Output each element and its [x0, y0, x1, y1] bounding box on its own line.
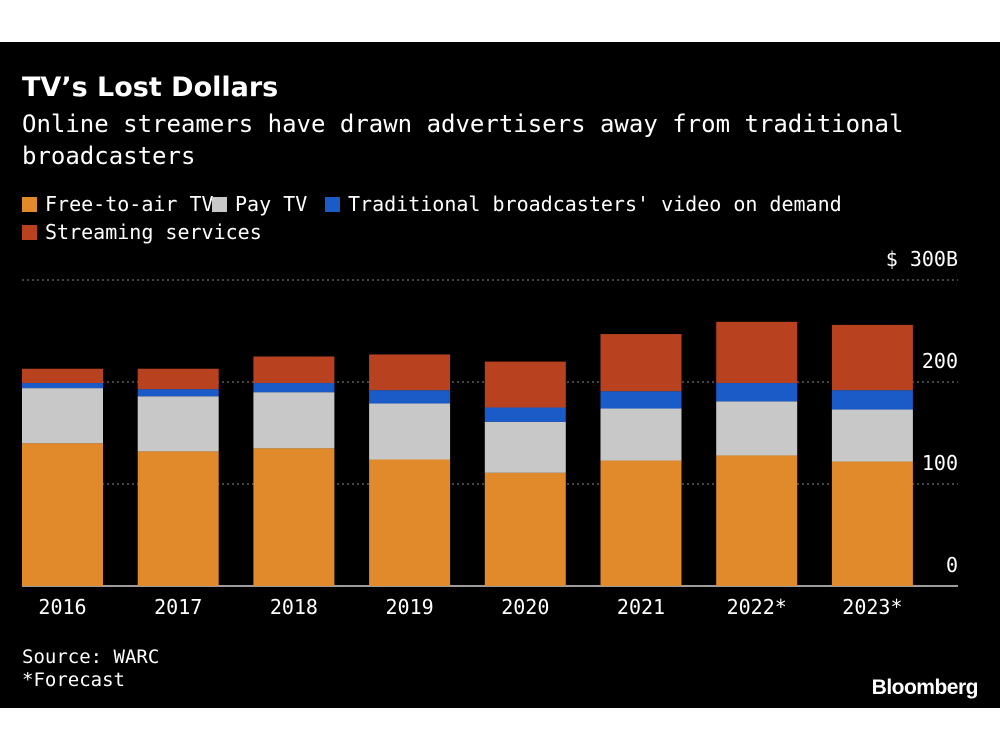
bar-2021-streaming-services: [600, 334, 682, 392]
chart-title: TV’s Lost Dollars: [22, 72, 279, 103]
legend-swatch-streaming-services: [22, 225, 37, 240]
bar-2016-streaming-services: [22, 368, 103, 384]
bar-2016-pay-tv: [22, 388, 103, 444]
bar-2023-streaming-services: [831, 324, 913, 391]
bar-2017-free-to-air-tv: [137, 451, 219, 586]
bars: [22, 321, 913, 586]
legend-item-streaming-services: Streaming services: [22, 220, 262, 244]
bar-2022-streaming-services: [716, 321, 798, 384]
bar-2018-free-to-air-tv: [253, 448, 335, 586]
bar-2020-free-to-air-tv: [484, 472, 566, 586]
bar-2019-pay-tv: [369, 403, 451, 460]
legend-swatch-free-to-air-tv: [22, 197, 37, 212]
bar-2023-free-to-air-tv: [831, 461, 913, 586]
bar-2019-traditional-broadcasters-video-on-demand: [369, 390, 451, 404]
bar-2020-traditional-broadcasters-video-on-demand: [484, 407, 566, 422]
y-tick-label-100: 100: [922, 451, 958, 475]
y-tick-label-200: 200: [922, 349, 958, 373]
bar-2018-traditional-broadcasters-video-on-demand: [253, 383, 335, 393]
bar-2019-streaming-services: [369, 354, 451, 391]
chart-subtitle: Online streamers have drawn advertisers …: [22, 110, 904, 170]
legend-item-broadcasters-vod: Traditional broadcasters' video on deman…: [325, 192, 842, 216]
x-tick-label-2020: 2020: [501, 595, 549, 619]
y-tick-label-300: $ 300B: [886, 247, 958, 271]
source-note: Source: WARC: [22, 646, 160, 668]
bar-2022-traditional-broadcasters-video-on-demand: [716, 383, 798, 402]
x-tick-label-2016: 2016: [38, 595, 86, 619]
legend-swatch-broadcasters-vod: [325, 197, 340, 212]
legend-label-free-to-air-tv: Free-to-air TV: [45, 192, 214, 216]
bar-2022-free-to-air-tv: [716, 455, 798, 586]
legend-item-pay-tv: Pay TV: [212, 192, 307, 216]
bar-2020-streaming-services: [484, 361, 566, 408]
x-tick-label-2018: 2018: [270, 595, 318, 619]
y-axis-ticks: 0 100 200 $ 300B: [886, 247, 958, 577]
bar-2017-pay-tv: [137, 396, 219, 452]
bar-2016-free-to-air-tv: [22, 443, 103, 586]
legend-swatch-pay-tv: [212, 197, 227, 212]
forecast-note: *Forecast: [22, 669, 125, 691]
bar-2021-pay-tv: [600, 408, 682, 461]
bar-2018-pay-tv: [253, 392, 335, 449]
legend-label-broadcasters-vod: Traditional broadcasters' video on deman…: [348, 192, 842, 216]
bar-2016-traditional-broadcasters-video-on-demand: [22, 383, 103, 389]
bar-2021-traditional-broadcasters-video-on-demand: [600, 391, 682, 409]
bar-2020-pay-tv: [484, 421, 566, 473]
bar-2017-traditional-broadcasters-video-on-demand: [137, 389, 219, 397]
x-tick-label-2023: 2023*: [842, 595, 902, 619]
legend-label-streaming-services: Streaming services: [45, 220, 262, 244]
bar-2023-pay-tv: [831, 409, 913, 462]
x-axis-ticks: 2016 2017 2018 2019 2020 2021 2022* 2023*: [38, 595, 902, 619]
bar-2019-free-to-air-tv: [369, 459, 451, 586]
x-tick-label-2019: 2019: [386, 595, 434, 619]
bar-2022-pay-tv: [716, 401, 798, 456]
legend-label-pay-tv: Pay TV: [235, 192, 308, 216]
bar-2017-streaming-services: [137, 368, 219, 390]
legend-item-free-to-air-tv: Free-to-air TV: [22, 192, 214, 216]
bar-2021-free-to-air-tv: [600, 460, 682, 586]
bar-2023-traditional-broadcasters-video-on-demand: [831, 390, 913, 410]
chart-panel: TV’s Lost Dollars Online streamers have …: [0, 42, 1000, 708]
bar-2018-streaming-services: [253, 356, 335, 384]
y-tick-label-0: 0: [946, 553, 958, 577]
x-tick-label-2017: 2017: [154, 595, 202, 619]
x-tick-label-2022: 2022*: [727, 595, 787, 619]
bloomberg-logo: Bloomberg: [871, 676, 979, 699]
x-tick-label-2021: 2021: [617, 595, 665, 619]
